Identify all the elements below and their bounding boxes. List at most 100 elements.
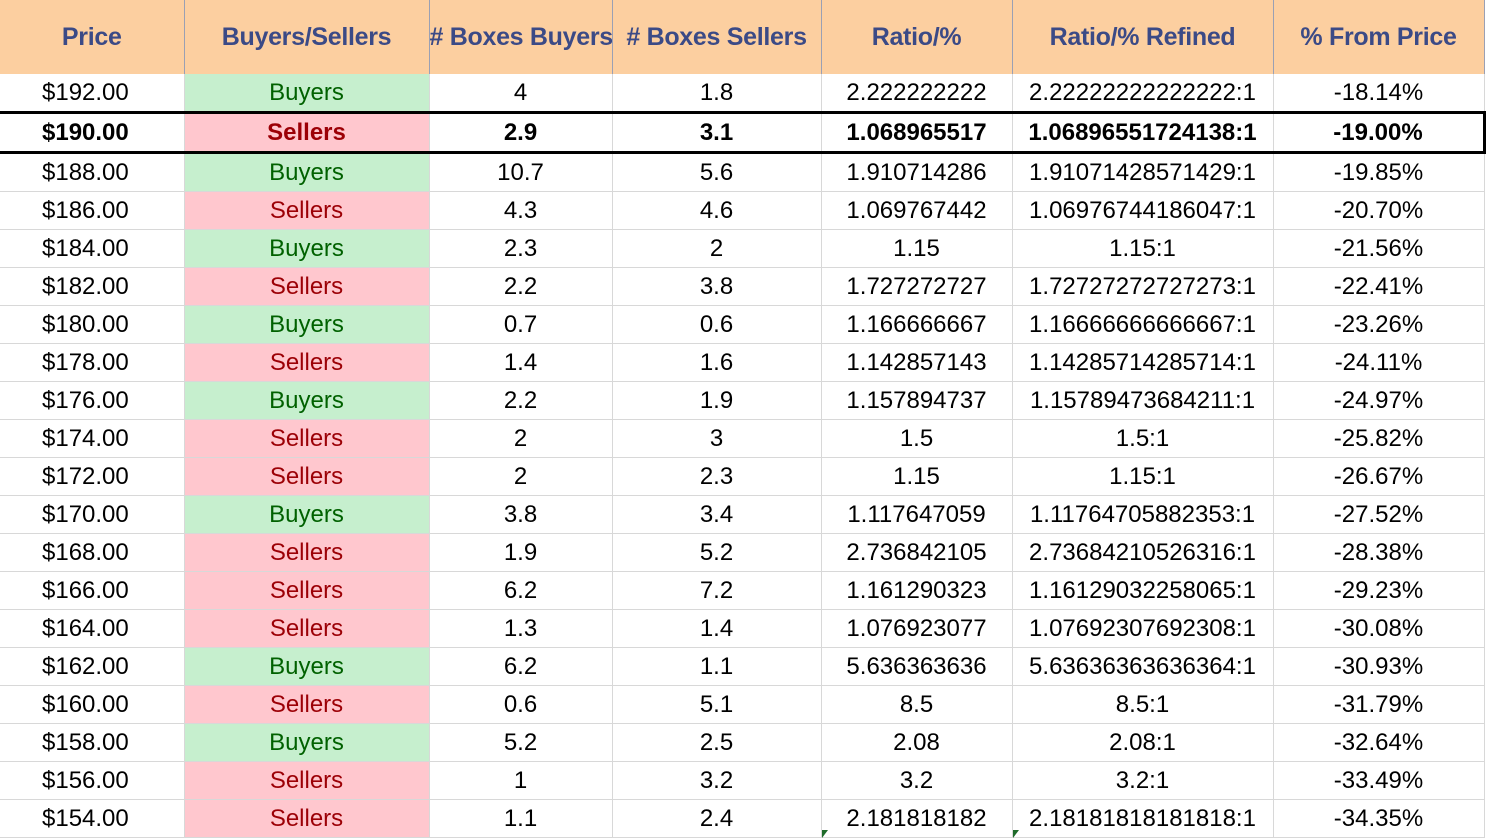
- cell-price[interactable]: $180.00: [0, 305, 185, 344]
- cell-buyers-sellers[interactable]: Buyers: [184, 647, 430, 686]
- cell-boxes-buyers[interactable]: 0.6: [429, 685, 613, 724]
- cell-boxes-buyers[interactable]: 6.2: [429, 571, 613, 610]
- cell-boxes-sellers[interactable]: 7.2: [612, 571, 822, 610]
- cell-ratio-refined[interactable]: 5.63636363636364:1: [1012, 647, 1274, 686]
- cell-buyers-sellers[interactable]: Sellers: [184, 609, 430, 648]
- cell-boxes-sellers[interactable]: 1.1: [612, 647, 822, 686]
- cell-boxes-buyers[interactable]: 1.3: [429, 609, 613, 648]
- cell-price[interactable]: $192.00: [0, 74, 185, 113]
- cell-pct-from-price[interactable]: -22.41%: [1273, 267, 1485, 306]
- cell-price[interactable]: $174.00: [0, 419, 185, 458]
- cell-pct-from-price[interactable]: -23.26%: [1273, 305, 1485, 344]
- cell-ratio[interactable]: 3.2: [821, 761, 1013, 800]
- header-ratio[interactable]: Ratio/%: [821, 0, 1013, 74]
- cell-boxes-sellers[interactable]: 0.6: [612, 305, 822, 344]
- cell-buyers-sellers[interactable]: Sellers: [184, 111, 430, 154]
- cell-boxes-sellers[interactable]: 1.4: [612, 609, 822, 648]
- cell-ratio[interactable]: 2.222222222: [821, 74, 1013, 113]
- cell-price[interactable]: $170.00: [0, 495, 185, 534]
- cell-boxes-buyers[interactable]: 0.7: [429, 305, 613, 344]
- cell-buyers-sellers[interactable]: Buyers: [184, 229, 430, 268]
- cell-ratio-refined[interactable]: 1.11764705882353:1: [1012, 495, 1274, 534]
- cell-pct-from-price[interactable]: -21.56%: [1273, 229, 1485, 268]
- cell-ratio[interactable]: 1.117647059: [821, 495, 1013, 534]
- header-pct-from-price[interactable]: % From Price: [1273, 0, 1485, 74]
- cell-pct-from-price[interactable]: -34.35%: [1273, 799, 1485, 838]
- cell-pct-from-price[interactable]: -30.08%: [1273, 609, 1485, 648]
- cell-ratio-refined[interactable]: 1.72727272727273:1: [1012, 267, 1274, 306]
- cell-boxes-sellers[interactable]: 3.2: [612, 761, 822, 800]
- cell-boxes-buyers[interactable]: 10.7: [429, 152, 613, 192]
- cell-price[interactable]: $154.00: [0, 799, 185, 838]
- cell-price[interactable]: $166.00: [0, 571, 185, 610]
- cell-pct-from-price[interactable]: -31.79%: [1273, 685, 1485, 724]
- cell-buyers-sellers[interactable]: Buyers: [184, 381, 430, 420]
- cell-buyers-sellers[interactable]: Buyers: [184, 305, 430, 344]
- cell-boxes-sellers[interactable]: 4.6: [612, 191, 822, 230]
- cell-ratio-refined[interactable]: 1.15789473684211:1: [1012, 381, 1274, 420]
- header-ratio-refined[interactable]: Ratio/% Refined: [1012, 0, 1274, 74]
- cell-pct-from-price[interactable]: -26.67%: [1273, 457, 1485, 496]
- cell-boxes-buyers[interactable]: 1: [429, 761, 613, 800]
- cell-ratio-refined[interactable]: 8.5:1: [1012, 685, 1274, 724]
- header-price[interactable]: Price: [0, 0, 185, 74]
- header-boxes-sellers[interactable]: # Boxes Sellers: [612, 0, 822, 74]
- cell-ratio-refined[interactable]: 2.22222222222222:1: [1012, 74, 1274, 113]
- cell-ratio-refined[interactable]: 1.15:1: [1012, 457, 1274, 496]
- cell-pct-from-price[interactable]: -32.64%: [1273, 723, 1485, 762]
- cell-buyers-sellers[interactable]: Sellers: [184, 533, 430, 572]
- cell-boxes-sellers[interactable]: 5.2: [612, 533, 822, 572]
- cell-buyers-sellers[interactable]: Sellers: [184, 685, 430, 724]
- cell-boxes-buyers[interactable]: 1.1: [429, 799, 613, 838]
- cell-boxes-buyers[interactable]: 6.2: [429, 647, 613, 686]
- cell-ratio[interactable]: 5.636363636: [821, 647, 1013, 686]
- cell-boxes-sellers[interactable]: 1.8: [612, 74, 822, 113]
- cell-pct-from-price[interactable]: -30.93%: [1273, 647, 1485, 686]
- cell-boxes-sellers[interactable]: 3: [612, 419, 822, 458]
- cell-price[interactable]: $172.00: [0, 457, 185, 496]
- cell-pct-from-price[interactable]: -19.85%: [1273, 152, 1485, 192]
- cell-price[interactable]: $156.00: [0, 761, 185, 800]
- cell-boxes-buyers[interactable]: 4.3: [429, 191, 613, 230]
- cell-buyers-sellers[interactable]: Sellers: [184, 571, 430, 610]
- cell-ratio-refined[interactable]: 3.2:1: [1012, 761, 1274, 800]
- cell-boxes-sellers[interactable]: 3.1: [612, 111, 822, 154]
- cell-ratio-refined[interactable]: 1.07692307692308:1: [1012, 609, 1274, 648]
- cell-ratio[interactable]: 8.5: [821, 685, 1013, 724]
- cell-boxes-buyers[interactable]: 2.9: [429, 111, 613, 154]
- cell-pct-from-price[interactable]: -18.14%: [1273, 74, 1485, 113]
- cell-buyers-sellers[interactable]: Sellers: [184, 457, 430, 496]
- cell-ratio[interactable]: 1.069767442: [821, 191, 1013, 230]
- cell-buyers-sellers[interactable]: Sellers: [184, 419, 430, 458]
- cell-boxes-buyers[interactable]: 3.8: [429, 495, 613, 534]
- cell-ratio-refined[interactable]: 1.06976744186047:1: [1012, 191, 1274, 230]
- cell-price[interactable]: $164.00: [0, 609, 185, 648]
- cell-ratio[interactable]: 1.076923077: [821, 609, 1013, 648]
- cell-price[interactable]: $186.00: [0, 191, 185, 230]
- cell-pct-from-price[interactable]: -24.97%: [1273, 381, 1485, 420]
- cell-ratio-refined[interactable]: 1.06896551724138:1: [1012, 111, 1274, 154]
- cell-price[interactable]: $184.00: [0, 229, 185, 268]
- cell-buyers-sellers[interactable]: Sellers: [184, 343, 430, 382]
- cell-boxes-sellers[interactable]: 1.9: [612, 381, 822, 420]
- cell-ratio[interactable]: 1.068965517: [821, 111, 1013, 154]
- cell-pct-from-price[interactable]: -33.49%: [1273, 761, 1485, 800]
- cell-pct-from-price[interactable]: -28.38%: [1273, 533, 1485, 572]
- cell-boxes-sellers[interactable]: 3.4: [612, 495, 822, 534]
- cell-ratio-refined[interactable]: 1.14285714285714:1: [1012, 343, 1274, 382]
- cell-boxes-sellers[interactable]: 5.6: [612, 152, 822, 192]
- cell-price[interactable]: $160.00: [0, 685, 185, 724]
- cell-boxes-buyers[interactable]: 5.2: [429, 723, 613, 762]
- cell-buyers-sellers[interactable]: Sellers: [184, 799, 430, 838]
- cell-pct-from-price[interactable]: -25.82%: [1273, 419, 1485, 458]
- cell-ratio[interactable]: 1.5: [821, 419, 1013, 458]
- header-boxes-buyers[interactable]: # Boxes Buyers: [429, 0, 613, 74]
- cell-boxes-buyers[interactable]: 2.2: [429, 381, 613, 420]
- cell-buyers-sellers[interactable]: Buyers: [184, 152, 430, 192]
- cell-price[interactable]: $176.00: [0, 381, 185, 420]
- cell-pct-from-price[interactable]: -20.70%: [1273, 191, 1485, 230]
- cell-price[interactable]: $162.00: [0, 647, 185, 686]
- cell-buyers-sellers[interactable]: Sellers: [184, 761, 430, 800]
- cell-price[interactable]: $188.00: [0, 152, 185, 192]
- header-buyers-sellers[interactable]: Buyers/Sellers: [184, 0, 430, 74]
